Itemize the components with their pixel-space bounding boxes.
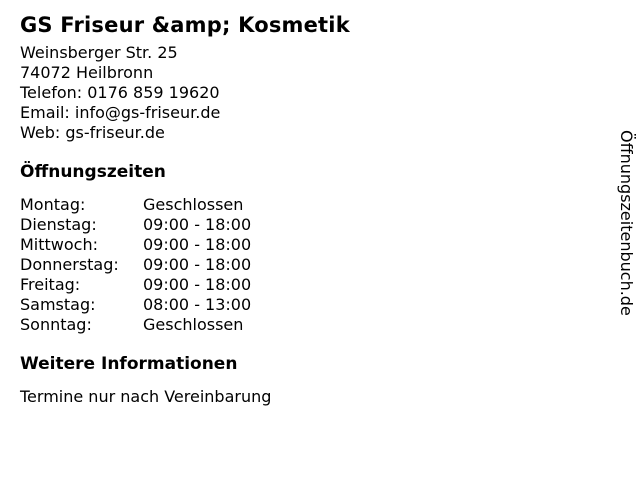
hours-row-monday: Montag: Geschlossen <box>20 195 596 215</box>
hours-time-value: 09:00 - 18:00 <box>143 235 252 254</box>
phone-label: Telefon: <box>20 83 83 102</box>
more-info-heading: Weitere Informationen <box>20 354 238 374</box>
web-label: Web: <box>20 123 61 142</box>
hours-day-label: Donnerstag: <box>20 255 119 274</box>
hours-row-thursday: Donnerstag: 09:00 - 18:00 <box>20 255 596 275</box>
hours-row-sunday: Sonntag: Geschlossen <box>20 315 596 335</box>
email-value: info@gs-friseur.de <box>74 103 221 122</box>
hours-row-wednesday: Mittwoch: 09:00 - 18:00 <box>20 235 596 255</box>
hours-day-label: Samstag: <box>20 295 96 314</box>
main-content: GS Friseur &amp; Kosmetik Weinsberger St… <box>20 13 596 406</box>
address-street: Weinsberger Str. 25 <box>20 43 178 62</box>
email-label: Email: <box>20 103 70 122</box>
web-line: Web: gs-friseur.de <box>20 123 596 143</box>
phone-value: 0176 859 19620 <box>87 83 220 102</box>
hours-time-value: Geschlossen <box>143 195 244 214</box>
address-block: Weinsberger Str. 25 74072 Heilbronn Tele… <box>20 43 596 143</box>
hours-row-friday: Freitag: 09:00 - 18:00 <box>20 275 596 295</box>
opening-hours-table: Montag: Geschlossen Dienstag: 09:00 - 18:0… <box>20 195 596 335</box>
hours-row-saturday: Samstag: 08:00 - 13:00 <box>20 295 596 315</box>
email-line: Email: info@gs-friseur.de <box>20 103 596 123</box>
hours-day-label: Sonntag: <box>20 315 92 334</box>
hours-time-value: 08:00 - 13:00 <box>143 295 252 314</box>
appointment-note: Termine nur nach Vereinbarung <box>20 387 272 406</box>
hours-day-label: Dienstag: <box>20 215 97 234</box>
hours-day-label: Mittwoch: <box>20 235 98 254</box>
hours-time-value: 09:00 - 18:00 <box>143 275 252 294</box>
business-name-heading: GS Friseur &amp; Kosmetik <box>20 13 350 37</box>
phone-line: Telefon: 0176 859 19620 <box>20 83 596 103</box>
oeffnungszeitenbuch-watermark-link[interactable]: Öffnungszeitenbuch.de <box>617 130 636 316</box>
hours-time-value: 09:00 - 18:00 <box>143 255 252 274</box>
web-value: gs-friseur.de <box>65 123 165 142</box>
hours-time-value: 09:00 - 18:00 <box>143 215 252 234</box>
hours-time-value: Geschlossen <box>143 315 244 334</box>
hours-day-label: Montag: <box>20 195 86 214</box>
address-city: 74072 Heilbronn <box>20 63 154 82</box>
hours-row-tuesday: Dienstag: 09:00 - 18:00 <box>20 215 596 235</box>
opening-hours-heading: Öffnungszeiten <box>20 162 166 182</box>
hours-day-label: Freitag: <box>20 275 81 294</box>
